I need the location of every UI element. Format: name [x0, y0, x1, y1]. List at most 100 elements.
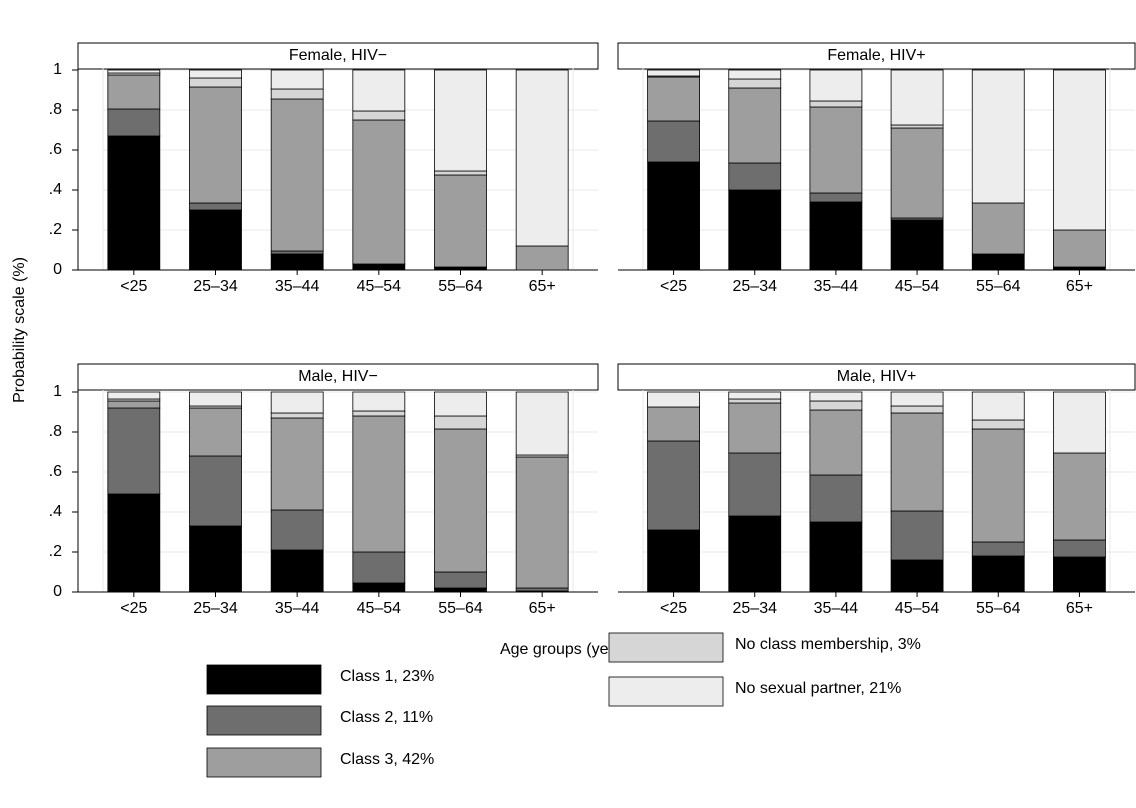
bar-segment — [890, 405, 944, 414]
y-tick-label: .4 — [49, 181, 62, 198]
bar-segment — [352, 263, 406, 271]
y-tick-label: 0 — [53, 583, 62, 600]
x-tick-label: 65+ — [529, 278, 556, 295]
bar-segment — [270, 88, 324, 100]
x-tick-label: 35–44 — [814, 278, 859, 295]
legend-label: Class 1, 23% — [340, 668, 434, 685]
panel-title: Male, HIV+ — [837, 368, 917, 385]
x-tick-label: 65+ — [1066, 278, 1093, 295]
bar-segment — [728, 452, 782, 517]
bar-segment — [189, 77, 242, 88]
bar-segment — [1053, 266, 1106, 271]
bar-segment — [809, 400, 863, 411]
bar-segment — [434, 571, 487, 589]
bar-segment — [189, 209, 242, 271]
bar-segment — [1053, 556, 1106, 593]
bar-segment — [434, 428, 487, 573]
x-axis-title: Age groups (years) — [500, 641, 636, 658]
bar-segment — [809, 192, 863, 203]
bar-segment — [270, 391, 324, 414]
bar-segment — [189, 407, 242, 457]
y-tick-label: .4 — [49, 503, 62, 520]
x-tick-label: 55–64 — [976, 600, 1021, 617]
bar-segment — [1053, 391, 1106, 454]
y-axis-title: Probability scale (%) — [11, 257, 28, 403]
x-tick-label: 65+ — [1066, 600, 1093, 617]
x-tick-label: <25 — [120, 278, 147, 295]
bar-segment — [890, 124, 944, 129]
x-tick-label: 45–54 — [895, 600, 940, 617]
y-tick-label: .6 — [49, 463, 62, 480]
bar-segment — [352, 69, 406, 112]
bar-segment — [1053, 69, 1106, 231]
bar-segment — [890, 127, 944, 219]
legend-label: No sexual partner, 21% — [735, 680, 901, 697]
bar-segment — [809, 201, 863, 271]
bar-segment — [270, 412, 324, 419]
bar-segment — [107, 407, 161, 495]
legend-label: Class 2, 11% — [340, 709, 433, 726]
bar-segment — [434, 170, 487, 176]
bar-segment — [107, 400, 161, 409]
bar-segment — [189, 86, 242, 204]
bar-segment — [647, 161, 700, 271]
bar-segment — [809, 100, 863, 108]
bar-segment — [728, 398, 782, 404]
x-tick-label: 25–34 — [733, 278, 778, 295]
bar-segment — [270, 509, 324, 551]
y-tick-label: .6 — [49, 141, 62, 158]
bar-segment — [107, 69, 161, 74]
bar-segment — [270, 250, 324, 255]
bar-segment — [971, 202, 1025, 255]
panel-header — [617, 363, 1136, 391]
bar-segment — [515, 391, 569, 456]
bar-segment — [515, 69, 569, 247]
legend-label: No class membership, 3% — [735, 636, 921, 653]
bar-segment — [728, 78, 782, 89]
bar-segment — [971, 69, 1025, 204]
bar-segment — [971, 555, 1025, 593]
panel-title: Male, HIV− — [298, 368, 378, 385]
y-tick-label: .8 — [49, 101, 62, 118]
x-tick-label: 65+ — [529, 600, 556, 617]
bar-segment — [434, 174, 487, 268]
bar-segment — [270, 549, 324, 593]
x-tick-label: <25 — [660, 278, 687, 295]
legend-swatch — [206, 747, 322, 778]
bar-segment — [728, 189, 782, 271]
bar-segment — [189, 202, 242, 211]
legend-swatch — [206, 705, 322, 736]
bar-segment — [890, 510, 944, 561]
x-tick-label: 45–54 — [357, 600, 402, 617]
panel-header — [77, 363, 599, 391]
bar-segment — [647, 406, 700, 442]
bar-segment — [1053, 229, 1106, 268]
bar-segment — [189, 391, 242, 407]
y-tick-label: .2 — [49, 221, 62, 238]
y-tick-label: 1 — [53, 61, 62, 78]
y-tick-label: .2 — [49, 543, 62, 560]
bar-segment — [809, 69, 863, 102]
bar-segment — [434, 391, 487, 417]
legend-swatch — [206, 664, 322, 695]
bar-segment — [107, 493, 161, 593]
bar-segment — [107, 391, 161, 400]
bar-segment — [107, 135, 161, 271]
bar-segment — [809, 106, 863, 194]
bar-segment — [189, 69, 242, 79]
x-tick-label: <25 — [660, 600, 687, 617]
bar-segment — [728, 69, 782, 80]
bar-segment — [1053, 539, 1106, 558]
x-tick-label: 25–34 — [733, 600, 778, 617]
bar-segment — [647, 391, 700, 408]
bar-segment — [434, 587, 487, 593]
bar-segment — [434, 266, 487, 271]
bar-segment — [890, 559, 944, 593]
bar-segment — [971, 541, 1025, 557]
legend-label: Class 3, 42% — [340, 751, 434, 768]
bar-segment — [270, 98, 324, 252]
bar-segment — [728, 515, 782, 593]
y-tick-label: 1 — [53, 383, 62, 400]
bar-segment — [809, 474, 863, 523]
